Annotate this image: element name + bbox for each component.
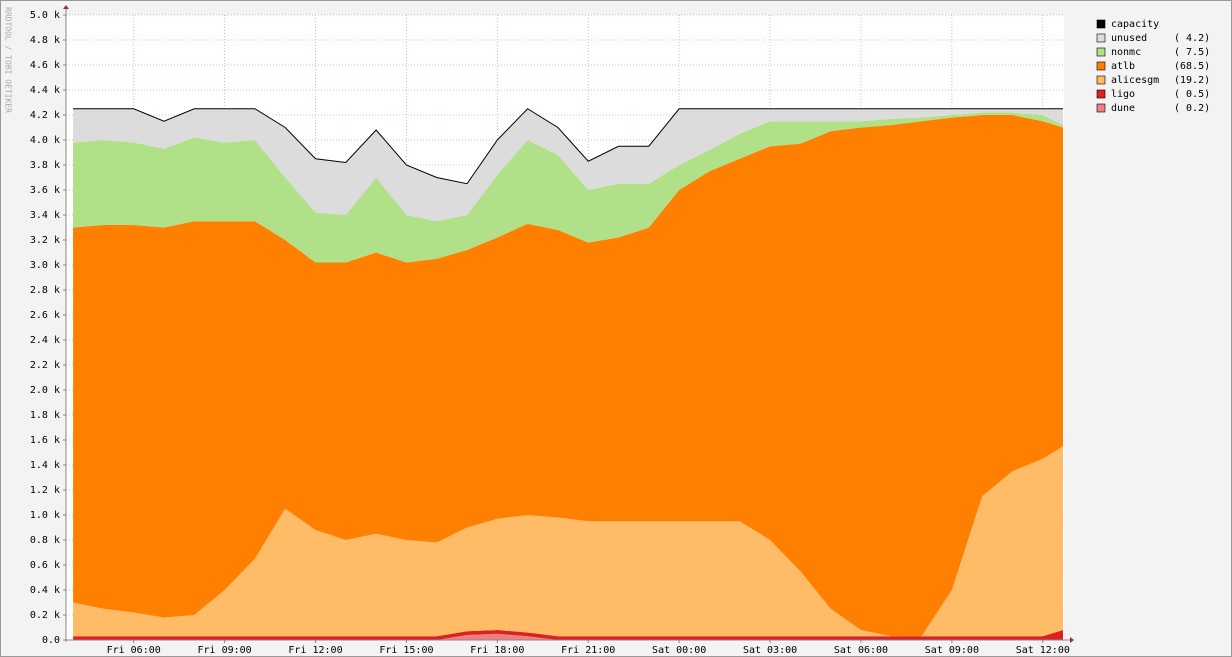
legend-swatch xyxy=(1096,33,1106,43)
legend-swatch xyxy=(1096,89,1106,99)
area xyxy=(73,630,1063,640)
x-tick-label: Sat 12:00 xyxy=(1016,645,1070,656)
x-tick-label: Fri 12:00 xyxy=(288,645,342,656)
legend-label: nonmc xyxy=(1111,47,1141,58)
x-tick-label: Fri 15:00 xyxy=(379,645,433,656)
y-tick-label: 2.4 k xyxy=(30,335,60,346)
legend-label: alicesgm xyxy=(1111,75,1159,86)
x-tick-label: Fri 21:00 xyxy=(561,645,615,656)
y-tick-label: 0.6 k xyxy=(30,560,60,571)
y-tick-label: 5.0 k xyxy=(30,10,60,21)
y-tick-label: 2.6 k xyxy=(30,310,60,321)
legend-note: ( 4.2) xyxy=(1174,33,1210,44)
y-tick-label: 1.4 k xyxy=(30,460,60,471)
legend-swatch xyxy=(1096,47,1106,57)
x-tick-label: Fri 09:00 xyxy=(197,645,251,656)
legend-swatch xyxy=(1096,61,1106,71)
legend-label: atlb xyxy=(1111,61,1135,72)
y-tick-label: 0.4 k xyxy=(30,585,60,596)
axis-arrow xyxy=(1070,637,1074,643)
y-tick-label: 2.2 k xyxy=(30,360,60,371)
legend-swatch xyxy=(1096,19,1106,29)
legend-note: ( 0.2) xyxy=(1174,103,1210,114)
legend-label: unused xyxy=(1111,33,1147,44)
legend-label: capacity xyxy=(1111,19,1159,30)
legend-note: ( 0.5) xyxy=(1174,89,1210,100)
y-tick-label: 3.0 k xyxy=(30,260,60,271)
legend-swatch xyxy=(1096,103,1106,113)
y-tick-label: 3.6 k xyxy=(30,185,60,196)
legend-note: (19.2) xyxy=(1174,75,1210,86)
legend-note: ( 7.5) xyxy=(1174,47,1210,58)
y-tick-label: 2.8 k xyxy=(30,285,60,296)
area xyxy=(73,108,1063,222)
axis-arrow xyxy=(63,5,69,9)
watermark: RRDTOOL / TOBI OETIKER xyxy=(4,7,13,113)
x-tick-label: Sat 03:00 xyxy=(743,645,797,656)
y-tick-label: 2.0 k xyxy=(30,385,60,396)
area xyxy=(73,446,1063,637)
area xyxy=(73,112,1063,263)
y-tick-label: 3.4 k xyxy=(30,210,60,221)
legend-label: dune xyxy=(1111,103,1135,114)
y-tick-label: 1.2 k xyxy=(30,485,60,496)
y-tick-label: 0.8 k xyxy=(30,535,60,546)
x-tick-label: Fri 06:00 xyxy=(107,645,161,656)
legend-label: ligo xyxy=(1111,89,1135,100)
area xyxy=(73,115,1063,637)
x-tick-label: Sat 00:00 xyxy=(652,645,706,656)
y-tick-label: 4.2 k xyxy=(30,110,60,121)
y-tick-label: 3.8 k xyxy=(30,160,60,171)
y-tick-label: 4.4 k xyxy=(30,85,60,96)
y-tick-label: 1.0 k xyxy=(30,510,60,521)
y-tick-label: 4.0 k xyxy=(30,135,60,146)
x-tick-label: Fri 18:00 xyxy=(470,645,524,656)
legend-note: (68.5) xyxy=(1174,61,1210,72)
y-tick-label: 4.8 k xyxy=(30,35,60,46)
x-tick-label: Sat 06:00 xyxy=(834,645,888,656)
y-tick-label: 3.2 k xyxy=(30,235,60,246)
y-tick-label: 1.8 k xyxy=(30,410,60,421)
y-tick-label: 0.0 xyxy=(42,635,60,646)
legend-swatch xyxy=(1096,75,1106,85)
y-tick-label: 0.2 k xyxy=(30,610,60,621)
x-tick-label: Sat 09:00 xyxy=(925,645,979,656)
y-tick-label: 1.6 k xyxy=(30,435,60,446)
y-tick-label: 4.6 k xyxy=(30,60,60,71)
capacity-line xyxy=(73,108,1063,185)
